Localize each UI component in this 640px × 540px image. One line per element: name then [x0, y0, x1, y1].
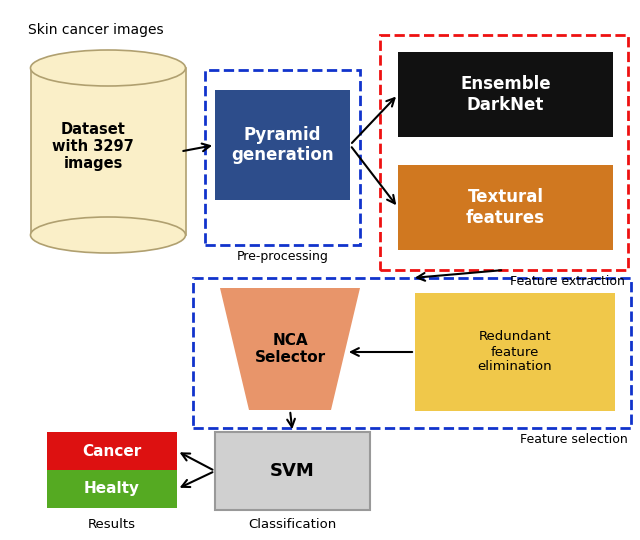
- Text: Results: Results: [88, 517, 136, 530]
- FancyBboxPatch shape: [398, 165, 613, 250]
- FancyBboxPatch shape: [415, 293, 615, 411]
- FancyBboxPatch shape: [215, 90, 350, 200]
- FancyBboxPatch shape: [47, 432, 177, 470]
- Text: Feature extraction: Feature extraction: [510, 275, 625, 288]
- Polygon shape: [220, 288, 360, 410]
- Text: Classification: Classification: [248, 517, 337, 530]
- Text: Healty: Healty: [84, 482, 140, 496]
- Text: Feature selection: Feature selection: [520, 433, 628, 446]
- Text: Cancer: Cancer: [83, 443, 141, 458]
- Text: Ensemble
DarkNet: Ensemble DarkNet: [460, 75, 551, 114]
- FancyBboxPatch shape: [215, 432, 370, 510]
- Text: Pyramid
generation: Pyramid generation: [231, 126, 334, 164]
- FancyBboxPatch shape: [398, 52, 613, 137]
- Text: Textural
features: Textural features: [466, 188, 545, 227]
- Text: Redundant
feature
elimination: Redundant feature elimination: [477, 330, 552, 374]
- Text: NCA
Selector: NCA Selector: [255, 333, 326, 365]
- Text: Dataset
with 3297
images: Dataset with 3297 images: [52, 122, 134, 171]
- Ellipse shape: [31, 50, 186, 86]
- FancyBboxPatch shape: [47, 470, 177, 508]
- Text: Skin cancer images: Skin cancer images: [28, 23, 164, 37]
- Text: SVM: SVM: [270, 462, 315, 480]
- Ellipse shape: [31, 217, 186, 253]
- Text: Pre-processing: Pre-processing: [237, 250, 328, 263]
- Bar: [31, 68, 186, 235]
